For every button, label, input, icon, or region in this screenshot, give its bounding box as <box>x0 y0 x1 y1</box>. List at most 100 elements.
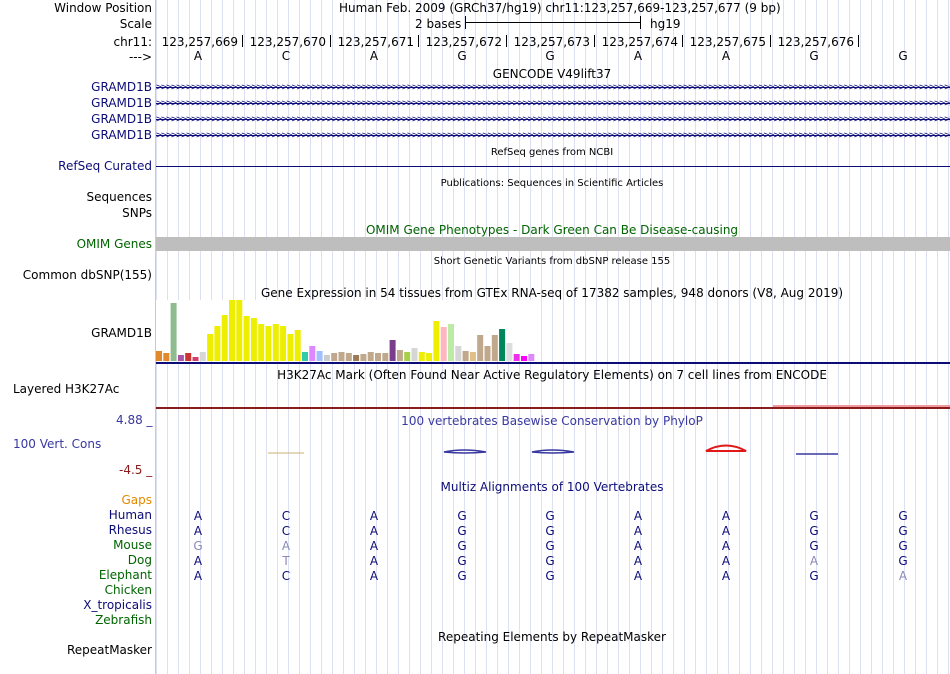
phylop-label[interactable]: 100 Vert. Cons <box>13 437 102 451</box>
publications-snps-label[interactable]: SNPs <box>122 206 152 220</box>
multiz-species-label[interactable]: Human <box>108 508 152 522</box>
gtex-tissue-bar[interactable] <box>521 356 527 361</box>
gtex-tissue-bar[interactable] <box>294 330 301 361</box>
gtex-tissue-bar[interactable] <box>280 326 287 361</box>
gtex-tissue-bar[interactable] <box>265 326 272 361</box>
gtex-tissue-bar[interactable] <box>229 300 235 361</box>
multiz-base: C <box>281 524 291 538</box>
h3k27ac-label[interactable]: Layered H3K27Ac <box>13 382 120 396</box>
multiz-base: A <box>369 539 379 553</box>
gtex-tissue-bar[interactable] <box>528 354 535 361</box>
gtex-tissue-bar[interactable] <box>236 300 243 361</box>
gencode-gene-label[interactable]: GRAMD1B <box>91 80 152 94</box>
gtex-tissue-bar[interactable] <box>316 351 323 361</box>
publications-sequences-label[interactable]: Sequences <box>86 190 152 204</box>
gencode-transcript[interactable]: >>>>>>>>>>>>>>>>>>>>>>>>>>>>>>>>>>>>>>>>… <box>156 129 950 142</box>
gtex-tissue-bar[interactable] <box>477 335 484 361</box>
gtex-tissue-bar[interactable] <box>375 353 381 361</box>
multiz-species-label[interactable]: Dog <box>127 553 152 567</box>
gtex-tissue-bar[interactable] <box>396 350 403 361</box>
gtex-tissue-bar[interactable] <box>353 355 360 361</box>
gtex-tissue-bar[interactable] <box>258 324 265 361</box>
gtex-bar-chart[interactable] <box>156 300 536 361</box>
refseq-gene-line[interactable] <box>156 166 950 167</box>
omim-label[interactable]: OMIM Genes <box>76 237 152 251</box>
multiz-gaps-label[interactable]: Gaps <box>121 493 152 507</box>
gtex-tissue-bar[interactable] <box>199 352 206 361</box>
gtex-tissue-bar[interactable] <box>433 321 440 361</box>
scale-bar-left-tick <box>465 16 466 29</box>
multiz-species-label[interactable]: X_tropicalis <box>83 598 152 612</box>
ruler-position: 123,257,675 <box>689 35 766 49</box>
gencode-transcript-line <box>156 87 950 88</box>
gtex-tissue-bar[interactable] <box>462 351 469 361</box>
gtex-tissue-bar[interactable] <box>207 334 214 361</box>
gencode-transcript[interactable]: >>>>>>>>>>>>>>>>>>>>>>>>>>>>>>>>>>>>>>>>… <box>156 81 950 94</box>
multiz-species-label[interactable]: Elephant <box>98 568 152 582</box>
gtex-tissue-bar[interactable] <box>382 353 389 361</box>
gencode-gene-label[interactable]: GRAMD1B <box>91 112 152 126</box>
gtex-tissue-bar[interactable] <box>185 353 192 361</box>
multiz-base: C <box>281 569 291 583</box>
multiz-species-label[interactable]: Mouse <box>113 538 152 552</box>
gtex-tissue-bar[interactable] <box>491 335 498 361</box>
gtex-tissue-bar[interactable] <box>170 303 177 361</box>
gtex-tissue-bar[interactable] <box>418 352 425 361</box>
h3k27ac-signal-baseline[interactable] <box>156 407 950 409</box>
gtex-tissue-bar[interactable] <box>440 327 447 361</box>
omim-title: OMIM Gene Phenotypes - Dark Green Can Be… <box>365 223 739 237</box>
gtex-tissue-bar[interactable] <box>389 340 396 361</box>
gencode-title[interactable]: GENCODE V49lift37 <box>492 67 612 81</box>
gtex-tissue-bar[interactable] <box>411 348 418 361</box>
multiz-base: A <box>898 569 908 583</box>
phylop-signal[interactable] <box>156 440 950 460</box>
gtex-tissue-bar[interactable] <box>287 334 294 361</box>
dbsnp-label[interactable]: Common dbSNP(155) <box>22 268 152 282</box>
multiz-base: G <box>545 569 555 583</box>
gencode-gene-label[interactable]: GRAMD1B <box>91 128 152 142</box>
gtex-tissue-bar[interactable] <box>455 346 462 361</box>
gtex-tissue-bar[interactable] <box>499 329 506 361</box>
gtex-tissue-bar[interactable] <box>156 351 162 361</box>
gtex-tissue-bar[interactable] <box>192 357 199 361</box>
gtex-tissue-bar[interactable] <box>404 352 411 361</box>
multiz-species-label[interactable]: Rhesus <box>108 523 152 537</box>
gtex-tissue-bar[interactable] <box>250 318 257 361</box>
gtex-tissue-bar[interactable] <box>272 324 279 361</box>
gtex-tissue-bar[interactable] <box>367 352 374 361</box>
multiz-species-label[interactable]: Zebrafish <box>95 613 152 627</box>
gtex-tissue-bar[interactable] <box>323 355 330 361</box>
gtex-tissue-bar[interactable] <box>506 343 513 361</box>
gtex-tissue-bar[interactable] <box>484 346 491 361</box>
base-letter: G <box>898 49 908 63</box>
gtex-tissue-bar[interactable] <box>331 353 338 361</box>
scale-bar <box>465 22 641 23</box>
gencode-transcript[interactable]: >>>>>>>>>>>>>>>>>>>>>>>>>>>>>>>>>>>>>>>>… <box>156 97 950 110</box>
gtex-tissue-bar[interactable] <box>309 346 316 361</box>
gtex-tissue-bar[interactable] <box>177 355 184 361</box>
gtex-tissue-bar[interactable] <box>243 316 250 361</box>
multiz-base: A <box>193 524 203 538</box>
refseq-label[interactable]: RefSeq Curated <box>58 159 152 173</box>
gtex-tissue-bar[interactable] <box>163 353 170 361</box>
scale-db-label: hg19 <box>650 17 681 31</box>
gtex-tissue-bar[interactable] <box>513 354 520 361</box>
gtex-tissue-bar[interactable] <box>302 352 308 361</box>
h3k27ac-signal-peak[interactable] <box>773 405 950 407</box>
gtex-tissue-bar[interactable] <box>469 352 476 361</box>
gtex-tissue-bar[interactable] <box>345 353 352 361</box>
omim-feature-bar[interactable] <box>156 237 950 251</box>
gtex-tissue-bar[interactable] <box>448 324 454 361</box>
gtex-gene-label[interactable]: GRAMD1B <box>91 326 152 340</box>
gencode-gene-label[interactable]: GRAMD1B <box>91 96 152 110</box>
gtex-tissue-bar[interactable] <box>221 315 228 361</box>
gtex-tissue-bar[interactable] <box>426 353 433 361</box>
multiz-species-label[interactable]: Chicken <box>104 583 152 597</box>
multiz-base: G <box>545 539 555 553</box>
gencode-transcript[interactable]: >>>>>>>>>>>>>>>>>>>>>>>>>>>>>>>>>>>>>>>>… <box>156 113 950 126</box>
gtex-tissue-bar[interactable] <box>360 354 367 361</box>
gtex-tissue-bar[interactable] <box>214 326 221 361</box>
repeatmasker-label[interactable]: RepeatMasker <box>66 643 152 657</box>
gtex-tissue-bar[interactable] <box>338 352 345 361</box>
scale-bar-right-tick <box>640 16 641 29</box>
